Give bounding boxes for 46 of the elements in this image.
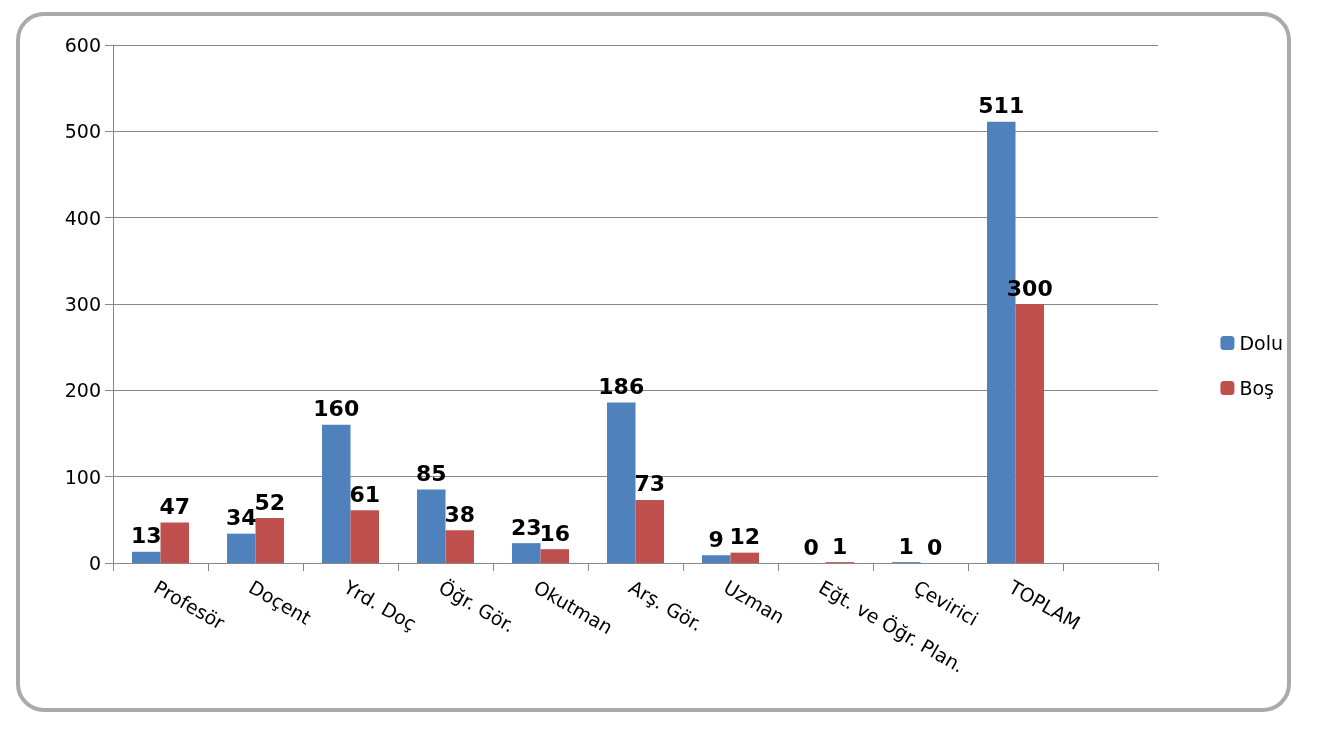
data-label: 47 [159, 493, 191, 519]
y-tick-label: 500 [64, 120, 101, 143]
data-label: 9 [708, 526, 724, 552]
data-label: 1 [832, 533, 848, 559]
bar [1015, 304, 1044, 563]
y-tick-label: 200 [64, 379, 101, 402]
data-label: 186 [598, 373, 645, 399]
x-tick-label: Arş. Gör. [625, 575, 707, 636]
data-label: 85 [415, 461, 447, 487]
data-label: 16 [539, 520, 571, 546]
y-tick-label: 600 [64, 34, 101, 56]
y-tick-label: 0 [88, 552, 101, 574]
legend-label: Dolu [1239, 332, 1283, 354]
data-label: 13 [130, 523, 162, 549]
data-label: 34 [225, 505, 257, 531]
bar [132, 551, 161, 563]
bar [322, 424, 351, 563]
data-label: 23 [510, 514, 542, 540]
data-label: 0 [803, 534, 819, 560]
bar [635, 499, 664, 563]
bar [417, 489, 446, 563]
data-label: 1 [898, 533, 914, 559]
bar [730, 552, 759, 563]
x-tick-label: Yrd. Doç [339, 575, 421, 635]
data-label: 73 [634, 471, 666, 497]
legend-label: Boş [1239, 377, 1274, 399]
bar [702, 555, 731, 563]
data-label: 160 [313, 396, 360, 422]
y-tick-label: 400 [64, 206, 101, 229]
bar [512, 543, 541, 563]
bar [227, 533, 256, 563]
bar [607, 402, 636, 563]
bar [445, 530, 474, 563]
data-label: 0 [927, 534, 943, 560]
data-label: 12 [729, 524, 761, 550]
data-label: 511 [978, 93, 1025, 119]
bar [350, 510, 379, 563]
bar [160, 522, 189, 563]
y-tick-label: 100 [64, 465, 101, 488]
data-label: 52 [254, 489, 286, 515]
data-label: 61 [349, 481, 381, 507]
data-label: 38 [444, 501, 476, 527]
y-tick-label: 300 [64, 293, 101, 315]
bar [255, 518, 284, 563]
bar [540, 549, 569, 563]
x-tick-label: Öğr. Gör. [435, 575, 519, 637]
